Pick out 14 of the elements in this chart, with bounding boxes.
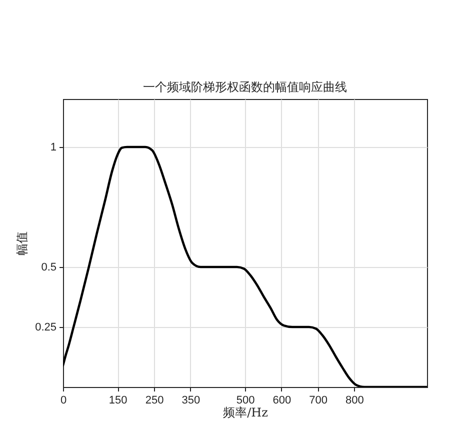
y-tick-label: 1 (50, 142, 56, 154)
y-tick-label: 0.25 (35, 322, 56, 334)
x-tick-label: 500 (236, 394, 255, 406)
chart-title: 一个频域阶梯形权函数的幅值响应曲线 (143, 80, 347, 94)
x-tick-label: 250 (145, 394, 164, 406)
x-tick-label: 0 (60, 394, 67, 406)
x-axis-title: 频率/Hz (223, 406, 268, 420)
x-tick-label: 600 (272, 394, 292, 406)
x-tick-label: 150 (108, 394, 128, 406)
y-axis-title: 幅值 (15, 232, 30, 256)
x-tick-label: 350 (182, 394, 200, 406)
x-tick-label: 800 (346, 394, 364, 406)
y-tick-label: 0.5 (41, 262, 56, 274)
x-tick-label: 700 (309, 394, 328, 406)
